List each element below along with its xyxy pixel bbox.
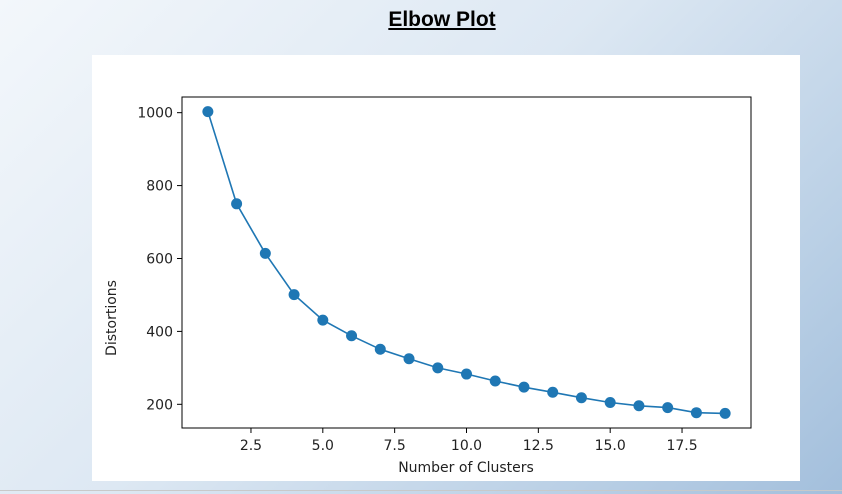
data-point: [317, 314, 329, 326]
x-tick-label: 12.5: [523, 438, 554, 454]
x-tick-label: 10.0: [451, 438, 482, 454]
chart-panel: 2.5 5.0 7.5 10.0 12.5 15.0 17.5 200 400 600 800 100…: [92, 55, 800, 481]
slide-title: Elbow Plot: [388, 8, 496, 31]
y-tick-label: 200: [146, 397, 173, 413]
data-point: [547, 386, 559, 398]
x-axis-label: Number of Clusters: [398, 460, 534, 476]
y-tick-label: 1000: [137, 106, 173, 122]
data-point: [432, 362, 444, 374]
data-point: [662, 402, 674, 414]
y-tick-label: 600: [146, 251, 173, 267]
data-point: [518, 381, 530, 393]
elbow-chart: 2.5 5.0 7.5 10.0 12.5 15.0 17.5 200 400 600 800 100…: [104, 96, 752, 476]
data-point: [633, 400, 645, 412]
data-point: [403, 353, 415, 365]
data-point: [575, 392, 587, 404]
data-point: [690, 407, 702, 419]
data-point: [202, 106, 214, 118]
data-point: [288, 289, 300, 301]
data-point: [231, 198, 243, 210]
data-point: [489, 375, 501, 387]
y-axis-label: Distortions: [104, 280, 120, 356]
y-tick-label: 400: [146, 324, 173, 340]
data-point: [374, 343, 386, 355]
data-point: [346, 330, 358, 342]
x-tick-label: 5.0: [312, 438, 334, 454]
x-tick-label: 2.5: [240, 438, 262, 454]
data-point: [461, 368, 472, 380]
series-line: [207, 111, 726, 415]
slide-bottom-divider: [0, 490, 842, 491]
y-tick-label: 800: [146, 179, 173, 195]
x-tick-label: 15.0: [595, 438, 626, 454]
x-tick-label: 7.5: [384, 438, 406, 454]
data-point: [259, 247, 271, 259]
data-point: [604, 396, 616, 408]
x-tick-label: 17.5: [666, 438, 697, 454]
data-point: [719, 407, 731, 419]
